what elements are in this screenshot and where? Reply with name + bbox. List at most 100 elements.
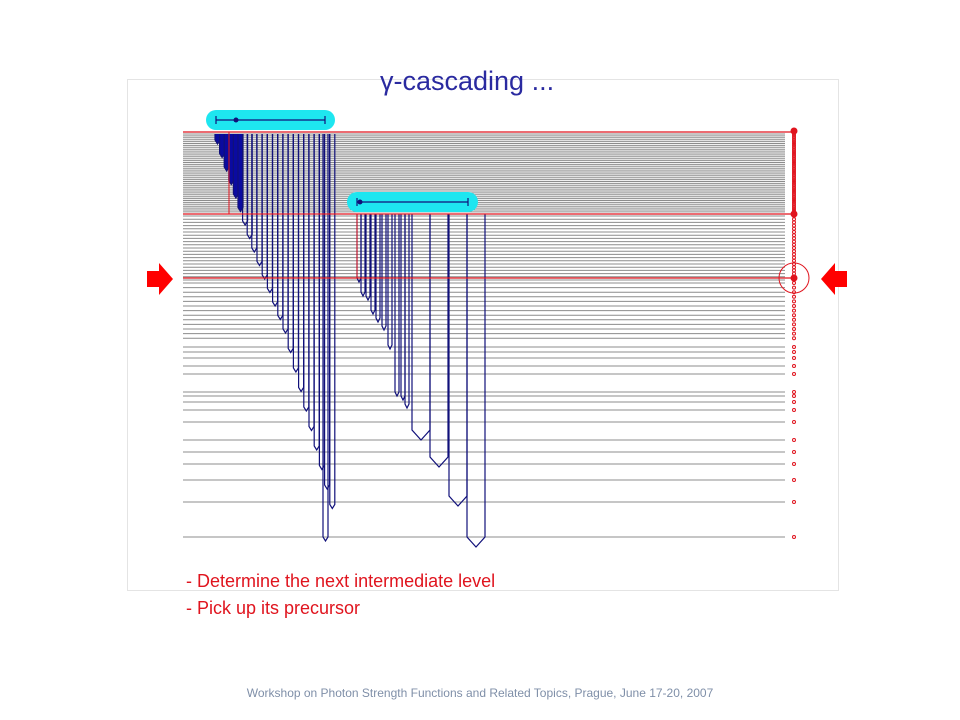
population-dot xyxy=(792,173,796,178)
population-dot xyxy=(792,281,796,285)
population-dot xyxy=(792,478,796,482)
population-dot xyxy=(792,230,796,234)
population-dot xyxy=(792,438,796,442)
gamma-ray xyxy=(387,214,393,351)
population-dot xyxy=(792,294,796,299)
population-dot xyxy=(792,535,796,539)
population-dot xyxy=(792,198,796,203)
gamma-ray xyxy=(308,134,315,432)
population-dot xyxy=(792,170,796,174)
population-dot xyxy=(792,236,796,241)
bullet-list: - Determine the next intermediate level … xyxy=(186,568,495,622)
population-dot xyxy=(792,408,796,412)
population-dot xyxy=(792,372,796,376)
population-dot xyxy=(792,135,796,140)
population-dot xyxy=(792,200,796,205)
population-dot xyxy=(792,152,796,157)
bullet-item: - Pick up its precursor xyxy=(186,598,361,618)
highlighted-levels xyxy=(183,131,795,279)
population-dot xyxy=(792,168,796,173)
gamma-ray xyxy=(266,134,273,294)
population-markers xyxy=(778,127,810,539)
population-dot xyxy=(792,336,796,341)
population-dot xyxy=(792,462,796,466)
population-dot xyxy=(792,192,796,197)
population-dot xyxy=(792,220,796,225)
gamma-ray xyxy=(365,214,371,302)
population-dot xyxy=(792,268,796,273)
gamma-ray xyxy=(404,214,410,410)
population-dot xyxy=(792,299,796,304)
population-dot xyxy=(792,141,796,146)
gamma-ray xyxy=(466,214,486,548)
gamma-transitions xyxy=(214,134,486,548)
population-dot xyxy=(792,226,796,231)
population-dot xyxy=(792,175,796,180)
population-dot xyxy=(792,183,796,188)
population-dot xyxy=(792,217,796,222)
population-dot xyxy=(792,177,796,182)
left-arrow-icon xyxy=(821,263,847,295)
gamma-ray xyxy=(375,214,381,324)
population-dot xyxy=(792,356,796,360)
slide-title: γ-cascading ... xyxy=(380,66,555,96)
gamma-ray xyxy=(360,214,366,298)
population-dot xyxy=(792,233,796,238)
population-dot xyxy=(792,450,796,454)
population-dot xyxy=(792,500,796,504)
population-dot xyxy=(792,364,796,368)
population-dot xyxy=(790,127,798,135)
population-dot xyxy=(792,242,796,247)
gamma-ray xyxy=(322,134,329,543)
level-scheme xyxy=(183,133,785,538)
population-dot xyxy=(792,154,796,159)
population-dot xyxy=(790,274,798,282)
population-dot xyxy=(792,265,796,270)
population-dot xyxy=(792,190,796,195)
population-dot xyxy=(792,166,796,171)
population-dot xyxy=(792,255,796,260)
population-dot xyxy=(792,156,796,161)
gamma-ray xyxy=(298,134,305,393)
population-dot xyxy=(792,223,796,228)
population-dot xyxy=(792,147,796,152)
population-dot xyxy=(792,171,796,176)
population-dot xyxy=(792,317,796,322)
selector-dot xyxy=(233,117,239,123)
pointer-arrows xyxy=(147,263,847,295)
slide-frame xyxy=(127,79,839,591)
population-dot xyxy=(792,160,796,165)
population-dot xyxy=(792,187,796,192)
bullet-item: - Determine the next intermediate level xyxy=(186,571,496,591)
population-dot xyxy=(792,345,796,349)
population-dot xyxy=(792,313,796,318)
population-dot xyxy=(792,139,796,144)
population-dot xyxy=(792,290,796,295)
population-dot xyxy=(792,151,796,155)
population-dot xyxy=(792,162,796,167)
population-dot xyxy=(792,390,796,394)
population-dot xyxy=(792,149,796,154)
gamma-ray xyxy=(277,134,284,321)
population-dot xyxy=(792,258,796,263)
population-dot xyxy=(792,185,796,190)
population-dot xyxy=(792,331,796,336)
population-dot xyxy=(792,304,796,308)
population-dot xyxy=(792,394,796,398)
population-dot xyxy=(792,239,796,244)
population-dot xyxy=(792,204,796,209)
population-dot xyxy=(792,196,796,201)
population-dot xyxy=(792,400,796,404)
population-dot xyxy=(792,252,796,257)
population-dot xyxy=(792,194,796,199)
population-dot xyxy=(792,145,796,150)
population-dot xyxy=(792,137,796,142)
population-dot xyxy=(792,181,796,186)
population-dot xyxy=(792,285,796,290)
gamma-ray xyxy=(429,214,449,468)
gamma-ray xyxy=(381,214,387,332)
population-dot xyxy=(792,350,796,354)
population-dot xyxy=(792,206,796,211)
population-dot xyxy=(792,308,796,313)
